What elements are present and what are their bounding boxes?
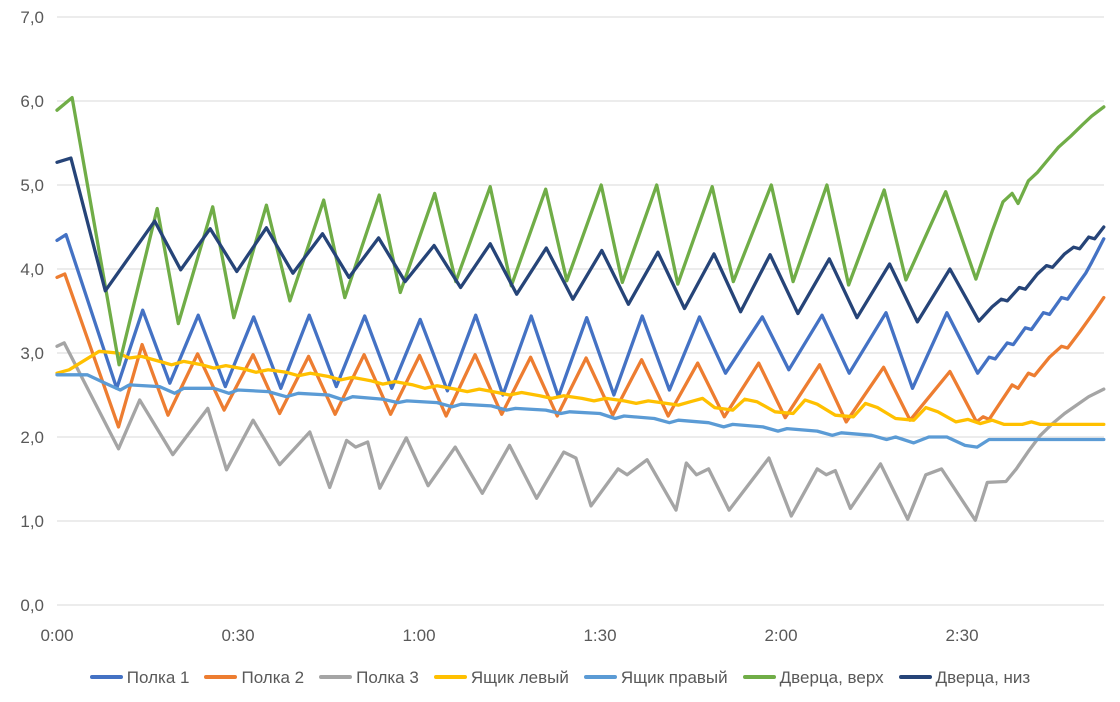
- legend-label: Ящик левый: [470, 667, 569, 687]
- x-axis-label[interactable]: 1:00: [402, 626, 435, 645]
- y-axis-label[interactable]: 1,0: [20, 512, 44, 531]
- legend-label: Ящик правый: [620, 667, 728, 687]
- series-line-5[interactable]: [55, 373, 1106, 449]
- x-axis-label[interactable]: 0:30: [221, 626, 254, 645]
- legend-label: Полка 3: [356, 667, 419, 687]
- y-axis-label[interactable]: 7,0: [20, 8, 44, 27]
- plot-area: 0,0 1,0 2,0 3,0 4,0 5,0 6,0 7,0 0:00 0:30 1:00 1:30…: [20, 8, 1106, 645]
- legend-line-swatch: [319, 675, 353, 679]
- y-axis-label[interactable]: 0,0: [20, 596, 44, 615]
- legend-label: Полка 2: [241, 667, 305, 687]
- legend-line-swatch: [583, 675, 617, 679]
- y-axis-label[interactable]: 3,0: [20, 344, 44, 363]
- series-line-6[interactable]: [55, 95, 1106, 367]
- x-axis-label[interactable]: 2:30: [945, 626, 978, 645]
- y-axis-label[interactable]: 2,0: [20, 428, 44, 447]
- legend-label: Полка 1: [126, 667, 190, 687]
- legend-item-7[interactable]: Дверца, низ: [898, 667, 1031, 687]
- legend-line-swatch: [204, 675, 238, 679]
- y-axis-label[interactable]: 5,0: [20, 176, 44, 195]
- chart-legend: Полка 1 Полка 2 Полка 3 Ящик левый Ящик прав…: [0, 660, 1120, 694]
- legend-item-4[interactable]: Ящик левый: [433, 667, 569, 687]
- series-line-3[interactable]: [55, 341, 1106, 522]
- series-line-1[interactable]: [55, 232, 1106, 399]
- legend-line-swatch: [89, 675, 123, 679]
- legend-item-2[interactable]: Полка 2: [204, 669, 304, 686]
- legend-line-swatch: [742, 675, 776, 679]
- series-line-4[interactable]: [55, 349, 1106, 427]
- y-axis-label[interactable]: 4,0: [20, 260, 44, 279]
- x-axis-label[interactable]: 2:00: [764, 626, 797, 645]
- x-axis-label[interactable]: 1:30: [583, 626, 616, 645]
- y-axis-label[interactable]: 6,0: [20, 92, 44, 111]
- legend-line-swatch: [433, 675, 467, 679]
- legend-item-1[interactable]: Полка 1: [89, 667, 190, 687]
- legend-label: Дверца, верх: [779, 667, 884, 687]
- legend-item-6[interactable]: Дверца, верх: [742, 667, 884, 687]
- legend-item-3[interactable]: Полка 3: [319, 669, 419, 686]
- legend-label: Дверца, низ: [935, 667, 1031, 687]
- x-axis-label[interactable]: 0:00: [40, 626, 73, 645]
- legend-line-swatch: [898, 675, 932, 679]
- series-line-7[interactable]: [55, 156, 1106, 324]
- legend-item-5[interactable]: Ящик правый: [583, 667, 728, 687]
- series-line-2[interactable]: [55, 272, 1106, 429]
